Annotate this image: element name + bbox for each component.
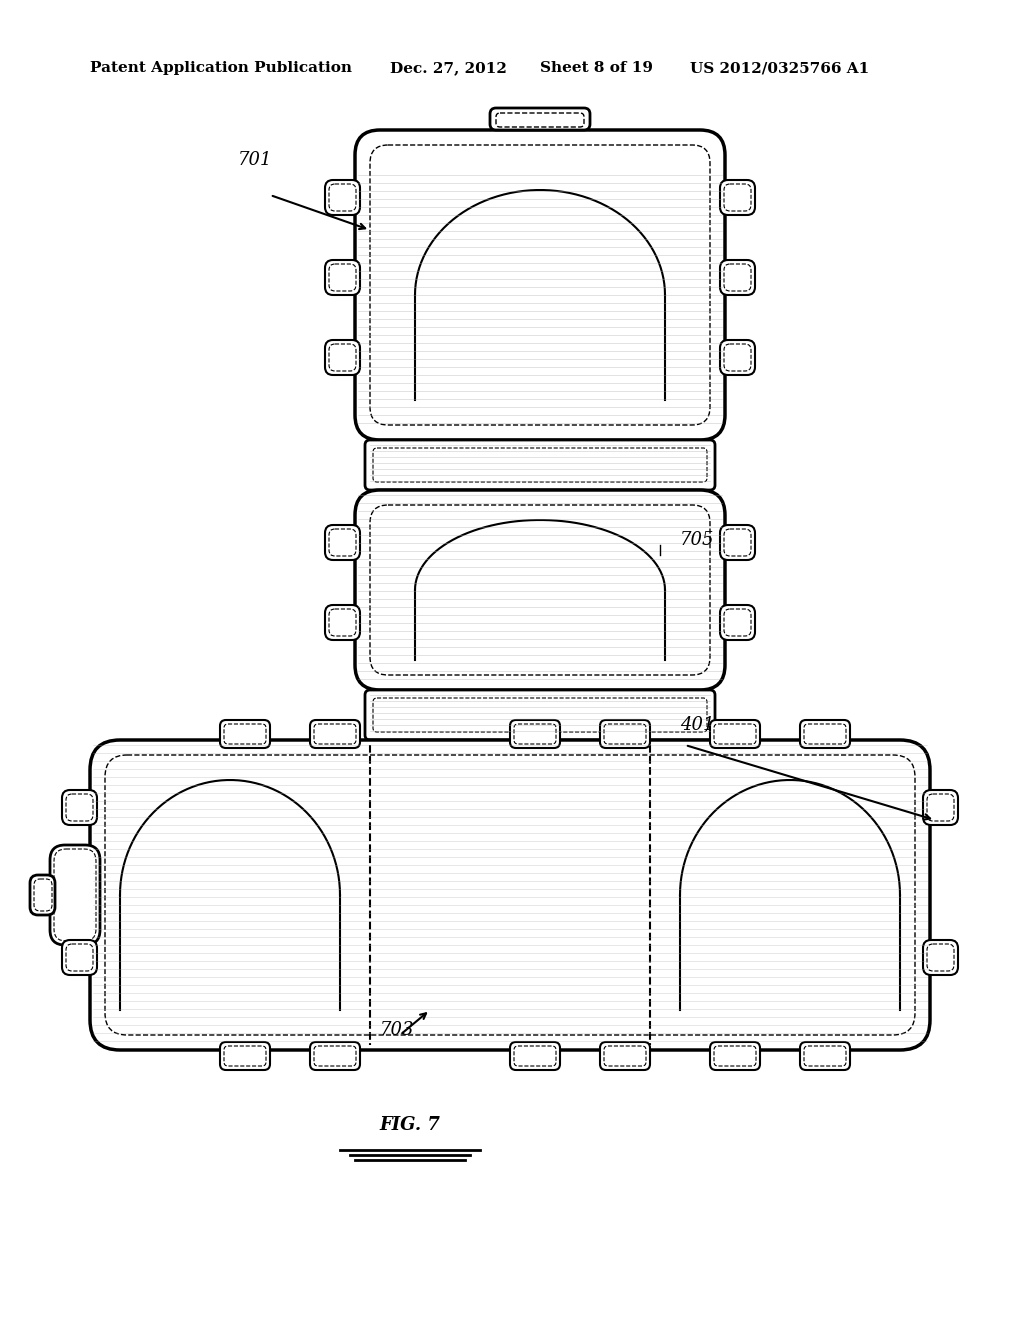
FancyBboxPatch shape bbox=[220, 719, 270, 748]
FancyBboxPatch shape bbox=[720, 180, 755, 215]
FancyBboxPatch shape bbox=[800, 1041, 850, 1071]
FancyBboxPatch shape bbox=[600, 719, 650, 748]
FancyBboxPatch shape bbox=[325, 180, 360, 215]
FancyBboxPatch shape bbox=[325, 605, 360, 640]
FancyBboxPatch shape bbox=[62, 940, 97, 975]
FancyBboxPatch shape bbox=[220, 1041, 270, 1071]
FancyBboxPatch shape bbox=[325, 525, 360, 560]
Text: 703: 703 bbox=[380, 1020, 415, 1039]
FancyBboxPatch shape bbox=[720, 525, 755, 560]
FancyBboxPatch shape bbox=[510, 719, 560, 748]
FancyBboxPatch shape bbox=[923, 789, 958, 825]
FancyBboxPatch shape bbox=[600, 1041, 650, 1071]
FancyBboxPatch shape bbox=[365, 690, 715, 741]
Text: 401: 401 bbox=[680, 715, 715, 734]
Text: Patent Application Publication: Patent Application Publication bbox=[90, 61, 352, 75]
FancyBboxPatch shape bbox=[923, 940, 958, 975]
FancyBboxPatch shape bbox=[50, 845, 100, 945]
FancyBboxPatch shape bbox=[310, 719, 360, 748]
Text: 701: 701 bbox=[238, 150, 272, 169]
FancyBboxPatch shape bbox=[490, 108, 590, 129]
FancyBboxPatch shape bbox=[720, 605, 755, 640]
Text: FIG. 7: FIG. 7 bbox=[380, 1115, 440, 1134]
FancyBboxPatch shape bbox=[800, 719, 850, 748]
Text: Dec. 27, 2012: Dec. 27, 2012 bbox=[390, 61, 507, 75]
FancyBboxPatch shape bbox=[30, 875, 55, 915]
FancyBboxPatch shape bbox=[325, 260, 360, 294]
FancyBboxPatch shape bbox=[355, 490, 725, 690]
FancyBboxPatch shape bbox=[355, 129, 725, 440]
FancyBboxPatch shape bbox=[710, 719, 760, 748]
FancyBboxPatch shape bbox=[510, 1041, 560, 1071]
FancyBboxPatch shape bbox=[720, 260, 755, 294]
Text: US 2012/0325766 A1: US 2012/0325766 A1 bbox=[690, 61, 869, 75]
FancyBboxPatch shape bbox=[62, 789, 97, 825]
FancyBboxPatch shape bbox=[720, 341, 755, 375]
FancyBboxPatch shape bbox=[90, 741, 930, 1049]
FancyBboxPatch shape bbox=[710, 1041, 760, 1071]
Text: Sheet 8 of 19: Sheet 8 of 19 bbox=[540, 61, 653, 75]
FancyBboxPatch shape bbox=[310, 1041, 360, 1071]
Text: 705: 705 bbox=[680, 531, 715, 549]
FancyBboxPatch shape bbox=[365, 440, 715, 490]
FancyBboxPatch shape bbox=[325, 341, 360, 375]
